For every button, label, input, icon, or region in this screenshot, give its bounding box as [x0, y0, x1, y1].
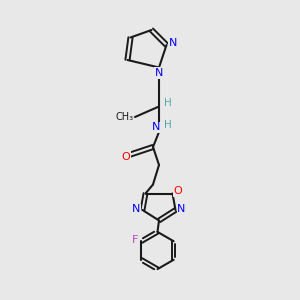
Text: N: N [177, 204, 186, 214]
Text: O: O [122, 152, 130, 162]
Text: N: N [155, 68, 164, 78]
Text: N: N [169, 38, 177, 49]
Text: H: H [164, 98, 171, 108]
Text: CH₃: CH₃ [116, 112, 134, 122]
Text: N: N [132, 204, 141, 214]
Text: N: N [152, 122, 160, 133]
Text: H: H [164, 119, 171, 130]
Text: O: O [173, 186, 182, 196]
Text: F: F [132, 235, 138, 245]
